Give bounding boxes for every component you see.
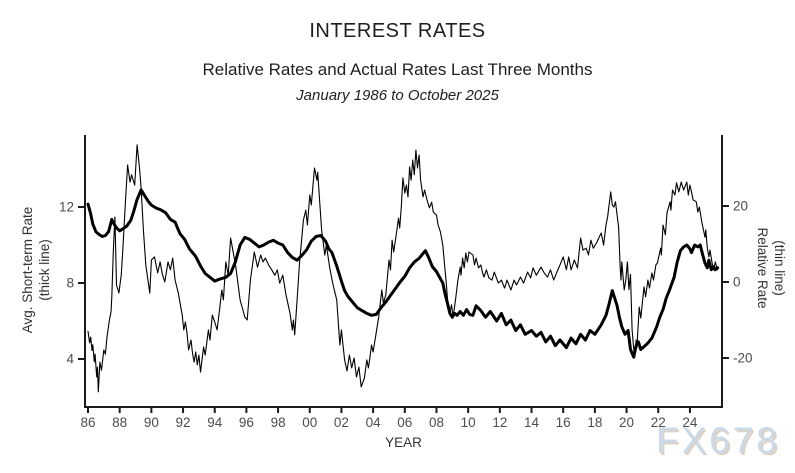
series-thin-line: [87, 144, 719, 393]
chart-subtitle: Relative Rates and Actual Rates Last Thr…: [202, 60, 593, 79]
svg-text:22: 22: [651, 415, 666, 430]
left-axis-label-line2: (thick line): [37, 239, 52, 301]
svg-text:12: 12: [492, 415, 507, 430]
left-axis-label-line1: Avg. Short-term Rate: [20, 206, 35, 334]
svg-text:YEAR: YEAR: [385, 435, 422, 450]
svg-text:08: 08: [429, 415, 444, 430]
svg-text:8: 8: [66, 276, 74, 291]
right-axis-label: Relative Rate (thin line): [754, 227, 788, 308]
page-title: INTEREST RATES: [309, 20, 486, 42]
svg-text:16: 16: [556, 415, 571, 430]
svg-text:12: 12: [59, 200, 74, 215]
fx678-watermark: FX678: [656, 420, 781, 461]
right-axis-label-line1: Relative Rate: [755, 227, 770, 309]
svg-text:86: 86: [80, 415, 95, 430]
svg-text:24: 24: [682, 415, 698, 430]
svg-text:10: 10: [461, 415, 476, 430]
svg-text:94: 94: [207, 415, 223, 430]
svg-text:14: 14: [524, 415, 540, 430]
svg-text:20: 20: [619, 415, 634, 430]
svg-text:06: 06: [397, 415, 412, 430]
svg-text:98: 98: [271, 415, 286, 430]
svg-text:4: 4: [66, 352, 74, 367]
svg-text:90: 90: [144, 415, 159, 430]
svg-text:88: 88: [112, 415, 127, 430]
chart-date-range: January 1986 to October 2025: [296, 87, 499, 104]
left-axis-label: Avg. Short-term Rate (thick line): [19, 207, 53, 334]
svg-text:92: 92: [176, 415, 191, 430]
series-thick-line: [86, 188, 720, 359]
svg-text:18: 18: [587, 415, 602, 430]
svg-text:20: 20: [733, 199, 748, 214]
svg-text:02: 02: [334, 415, 349, 430]
svg-text:00: 00: [302, 415, 317, 430]
svg-text:0: 0: [733, 275, 741, 290]
svg-text:04: 04: [366, 415, 382, 430]
right-axis-label-line2: (thin line): [772, 240, 787, 296]
svg-text:96: 96: [239, 415, 254, 430]
svg-text:-20: -20: [733, 351, 753, 366]
